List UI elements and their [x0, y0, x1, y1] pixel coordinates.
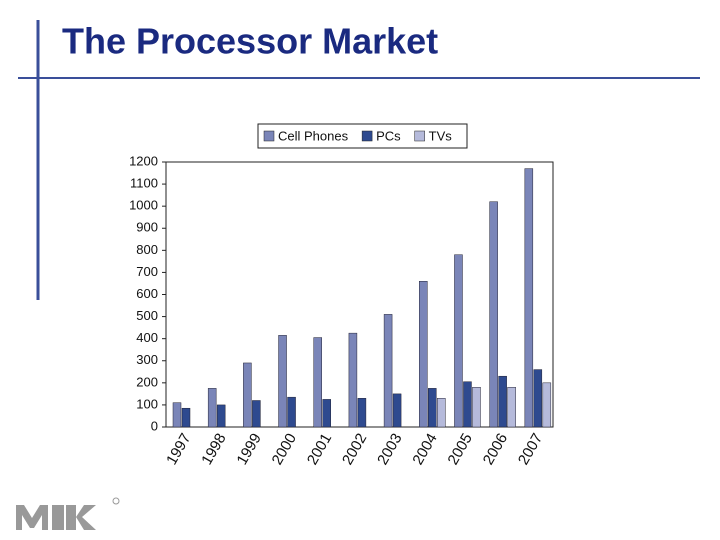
x-tick-label: 2004 — [409, 430, 440, 467]
x-tick-label: 2006 — [480, 430, 511, 467]
bar — [498, 375, 507, 428]
x-tick-label: 1998 — [198, 430, 229, 467]
y-tick-label: 1200 — [129, 153, 158, 168]
legend-label: TVs — [429, 128, 453, 143]
bar — [348, 332, 358, 428]
x-tick-label: 2003 — [374, 430, 405, 467]
bar — [181, 407, 191, 428]
bar — [172, 402, 182, 428]
y-tick-label: 800 — [136, 242, 158, 257]
bar — [322, 399, 331, 428]
bar — [287, 396, 296, 428]
y-tick-label: 600 — [136, 286, 158, 301]
y-tick-label: 300 — [136, 352, 158, 367]
legend-swatch — [414, 130, 425, 142]
bar — [207, 388, 217, 428]
bar — [243, 362, 252, 428]
x-tick-label: 2002 — [339, 430, 370, 467]
bar — [252, 400, 261, 428]
legend-swatch — [361, 130, 373, 142]
bar — [383, 314, 393, 428]
y-tick-label: 100 — [136, 396, 158, 411]
legend-label: Cell Phones — [278, 128, 349, 143]
bar — [313, 337, 322, 428]
y-tick-label: 900 — [136, 220, 158, 235]
bar — [542, 382, 552, 428]
y-tick-label: 200 — [136, 374, 158, 389]
y-tick-label: 700 — [136, 264, 158, 279]
y-tick-label: 0 — [151, 418, 158, 433]
bar — [428, 388, 437, 428]
slide-title: The Processor Market — [62, 21, 438, 62]
logo — [16, 497, 120, 530]
bar — [278, 335, 287, 428]
bar — [454, 254, 463, 428]
x-tick-label: 1999 — [233, 430, 264, 467]
y-tick-label: 1100 — [130, 176, 158, 191]
bar — [533, 369, 543, 428]
y-tick-label: 400 — [136, 330, 158, 345]
x-tick-label: 2005 — [445, 430, 476, 467]
bar — [392, 393, 402, 428]
bar — [357, 398, 367, 428]
y-tick-label: 1000 — [129, 198, 158, 213]
bar — [216, 404, 226, 428]
x-tick-label: 2000 — [269, 430, 300, 467]
bar — [419, 281, 428, 428]
bar — [524, 168, 534, 428]
bar — [437, 398, 446, 428]
x-tick-label: 2007 — [515, 430, 546, 467]
y-tick-label: 500 — [136, 308, 158, 323]
x-tick-label: 1997 — [163, 430, 194, 467]
legend-label: PCs — [376, 128, 401, 143]
bar — [507, 387, 516, 428]
bar — [489, 201, 498, 428]
x-tick-label: 2001 — [304, 430, 335, 467]
legend-swatch — [263, 130, 275, 142]
bar — [463, 381, 472, 428]
bar — [472, 387, 481, 428]
